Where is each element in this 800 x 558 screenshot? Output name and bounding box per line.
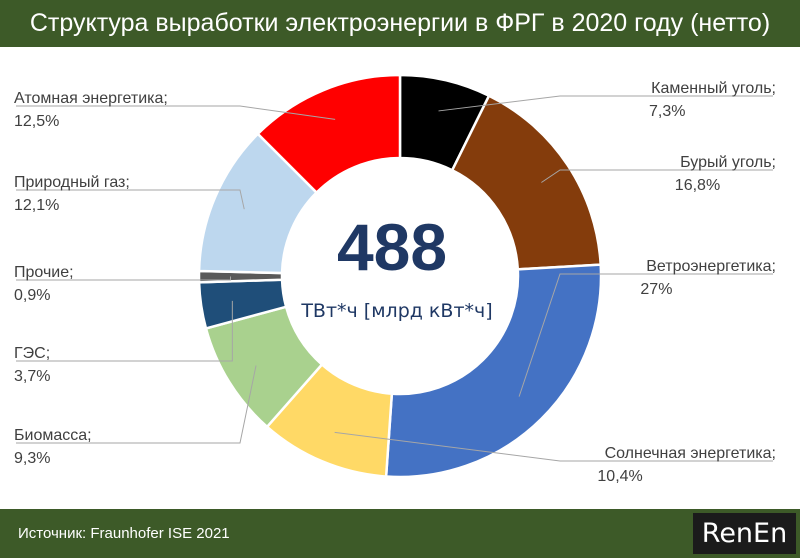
donut-slice bbox=[384, 263, 603, 479]
leader-line bbox=[16, 189, 245, 210]
leader-line bbox=[518, 273, 773, 397]
leader-line bbox=[16, 300, 233, 362]
slice-label-name: Атомная энергетика; bbox=[14, 90, 168, 107]
slice-label-name: Каменный уголь; bbox=[651, 80, 776, 97]
donut-slice bbox=[256, 73, 402, 195]
slice-label-name: Ветроэнергетика; bbox=[646, 258, 776, 275]
center-unit: ТВт*ч [млрд кВт*ч] bbox=[300, 300, 492, 322]
slice-label-value: 7,3% bbox=[649, 103, 685, 120]
leader-line bbox=[16, 105, 336, 120]
leader-line bbox=[334, 431, 773, 462]
donut-chart-svg: Каменный уголь; 7,3% Бурый уголь; 16,8% Ветр… bbox=[14, 73, 776, 485]
slice-label-name: Солнечная энергетика; bbox=[605, 445, 776, 462]
slices-group bbox=[197, 73, 603, 479]
source-text: Источник: Fraunhofer ISE 2021 bbox=[18, 525, 230, 542]
slice-label-name: Прочие; bbox=[14, 264, 74, 281]
leader-line bbox=[16, 276, 232, 281]
chart-title: Структура выработки электроэнергии в ФРГ… bbox=[0, 0, 800, 47]
slice-label-name: Бурый уголь; bbox=[680, 154, 776, 171]
slice-label-value: 12,1% bbox=[14, 197, 59, 214]
leader-lines bbox=[16, 95, 773, 462]
slice-label-value: 0,9% bbox=[14, 287, 50, 304]
footer: Источник: Fraunhofer ISE 2021 RenEn bbox=[0, 509, 800, 558]
leader-line bbox=[541, 169, 773, 183]
leader-line bbox=[16, 365, 257, 444]
slice-label-name: Природный газ; bbox=[14, 174, 130, 191]
leader-line bbox=[438, 95, 773, 112]
slice-label-value: 10,4% bbox=[597, 468, 642, 485]
slice-label-value: 27% bbox=[640, 281, 672, 298]
slice-labels: Каменный уголь; 7,3% Бурый уголь; 16,8% Ветр… bbox=[14, 80, 776, 485]
logo-part-ren: Ren bbox=[701, 518, 754, 549]
slice-label-value: 12,5% bbox=[14, 113, 59, 130]
donut-chart: Каменный уголь; 7,3% Бурый уголь; 16,8% Ветр… bbox=[0, 47, 800, 507]
slice-label-value: 3,7% bbox=[14, 368, 50, 385]
slice-label-value: 9,3% bbox=[14, 450, 50, 467]
slice-label-value: 16,8% bbox=[675, 177, 720, 194]
center-value: 488 bbox=[337, 210, 447, 284]
logo-part-en: En bbox=[753, 518, 788, 549]
slice-label-name: Биомасса; bbox=[14, 427, 92, 444]
renen-logo: RenEn bbox=[693, 513, 796, 554]
slice-label-name: ГЭС; bbox=[14, 345, 50, 362]
